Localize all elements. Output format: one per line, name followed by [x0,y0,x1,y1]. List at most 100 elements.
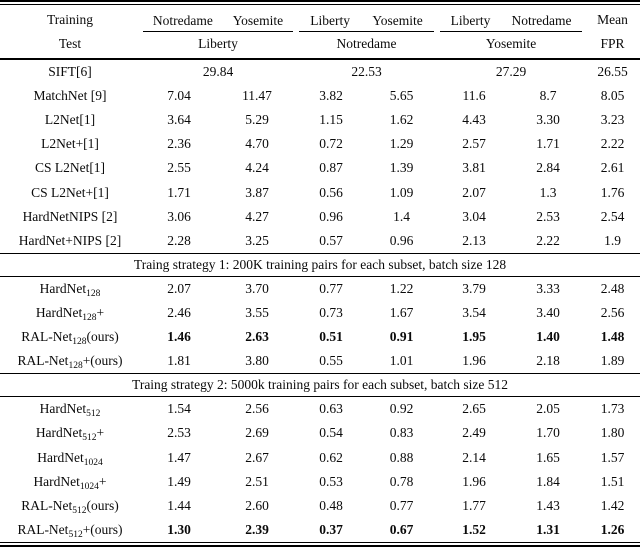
row-label-part: + [98,473,107,489]
row-label-part: CS L2Net+[1] [31,184,109,200]
row-label: L2Net+[1] [0,132,140,156]
value-cell: 0.51 [319,329,343,345]
value-cell: 0.77 [389,497,414,513]
value-cell: 3.04 [462,208,486,224]
value-cell: 1.4 [393,208,410,224]
row-label-part: 128 [68,361,83,372]
value-cell-span: 29.84 [202,64,234,80]
row-label-part: (ours) [86,497,119,513]
table-row: HardNet1024+ 1.49 2.51 0.53 0.78 1.96 1.84 1.51 [0,470,640,494]
value-cell: 1.30 [167,521,191,537]
row-label-part: SIFT[6] [48,64,92,80]
value-cell: 2.18 [536,353,560,369]
row-label-part: 512 [68,529,83,540]
value-cell: 2.36 [167,136,191,152]
value-cell: 3.64 [167,112,191,128]
train-pair-3: Liberty Notredame [437,5,585,32]
train-pair-1-underline: Notredame Yosemite [143,13,293,32]
row-label-part: HardNet [37,449,84,465]
value-cell: 1.47 [167,449,191,465]
value-cell-span: 27.29 [495,64,527,80]
value-cell: 3.40 [536,304,560,320]
value-cell: 2.07 [462,184,486,200]
value-cell: 2.69 [245,425,269,441]
value-cell: 2.55 [167,160,191,176]
train-pair-2-underline: Liberty Yosemite [299,13,435,32]
row-label: HardNet512+ [0,421,140,445]
section-header: Traing strategy 1: 200K training pairs f… [0,252,640,277]
value-cell: 0.55 [319,353,343,369]
row-label-part: RAL-Net [21,497,73,513]
value-cell: 1.43 [536,497,560,513]
value-cell: 0.48 [319,497,343,513]
row-label-part: 512 [86,409,101,420]
value-cell: 0.87 [319,160,343,176]
value-cell: 2.63 [245,329,269,345]
value-cell: 4.70 [245,136,269,152]
row-label: HardNet128 [0,276,140,301]
table-row: SIFT[6] 29.84 22.53 27.29 26.55 [0,59,640,84]
value-cell: 0.53 [319,473,343,489]
train-set: Notredame [511,13,572,28]
test-set-3: Yosemite [437,32,586,60]
table-row: MatchNet [9] 7.04 11.47 3.82 5.65 11.6 8.7 8.05 [0,84,640,108]
train-set: Yosemite [232,13,284,28]
table-row: HardNet1024 1.47 2.67 0.62 0.88 2.14 1.65 1.57 [0,446,640,470]
mean-cell: 1.51 [600,473,625,489]
value-cell: 0.92 [389,401,414,417]
value-cell: 1.67 [389,304,414,320]
row-label-part: L2Net[1] [44,112,96,128]
value-cell: 0.72 [319,136,343,152]
value-cell: 1.46 [167,329,191,345]
mean-cell: 1.89 [600,353,625,369]
value-cell-span: 22.53 [351,64,382,80]
row-label: MatchNet [9] [0,84,140,108]
value-cell: 3.80 [245,353,269,369]
value-cell: 0.96 [319,208,343,224]
value-cell: 1.96 [462,353,486,369]
value-cell: 1.77 [462,497,486,513]
value-cell: 2.14 [462,449,486,465]
train-set: Liberty [450,13,491,28]
value-cell: 1.49 [167,473,191,489]
value-cell: 3.81 [462,160,486,176]
value-cell: 2.07 [167,280,191,296]
value-cell: 1.62 [389,112,414,128]
row-label: CS L2Net+[1] [0,180,140,204]
table-bottom-rule [0,542,640,547]
row-label-part: RAL-Net [17,353,69,369]
row-label-part: L2Net+[1] [41,136,99,152]
value-cell: 1.96 [462,473,486,489]
value-cell: 1.44 [167,497,191,513]
table-row: CS L2Net[1] 2.55 4.24 0.87 1.39 3.81 2.84 2.61 [0,156,640,180]
mean-cell: 2.54 [600,208,625,224]
value-cell: 0.91 [389,329,414,345]
section-header: Traing strategy 2: 5000k training pairs … [0,373,640,398]
row-label: RAL-Net512(ours) [0,494,140,518]
row-label: HardNet1024+ [0,470,140,494]
value-cell: 3.55 [245,304,269,320]
fpr-results-table: Training Notredame Yosemite Liberty Yose… [0,5,640,542]
mean-cell: 1.42 [600,497,625,513]
value-cell: 1.40 [536,329,560,345]
table-body: SIFT[6] 29.84 22.53 27.29 26.55 MatchNet [9] 7… [0,59,640,542]
row-label-part: HardNet [39,280,87,296]
section-header-row: Traing strategy 2: 5000k training pairs … [0,373,640,398]
row-label-part: HardNet+NIPS [2] [18,232,122,248]
value-cell: 1.39 [389,160,414,176]
row-label: HardNet+NIPS [2] [0,229,140,254]
row-label-part: HardNet [39,401,87,417]
train-set: Yosemite [372,13,423,28]
row-label-part: 128 [82,312,97,323]
table-top-rule [0,0,640,5]
value-cell: 1.31 [536,521,560,537]
table-row: RAL-Net512(ours) 1.44 2.60 0.48 0.77 1.77 1.43… [0,494,640,518]
value-cell: 2.39 [245,521,269,537]
value-cell: 3.33 [536,280,560,296]
value-cell: 2.53 [536,208,560,224]
row-label-part: RAL-Net [17,521,69,537]
value-cell: 2.53 [167,425,191,441]
row-label: RAL-Net128+(ours) [0,349,140,374]
value-cell: 1.3 [539,184,557,200]
value-cell: 2.05 [536,401,560,417]
